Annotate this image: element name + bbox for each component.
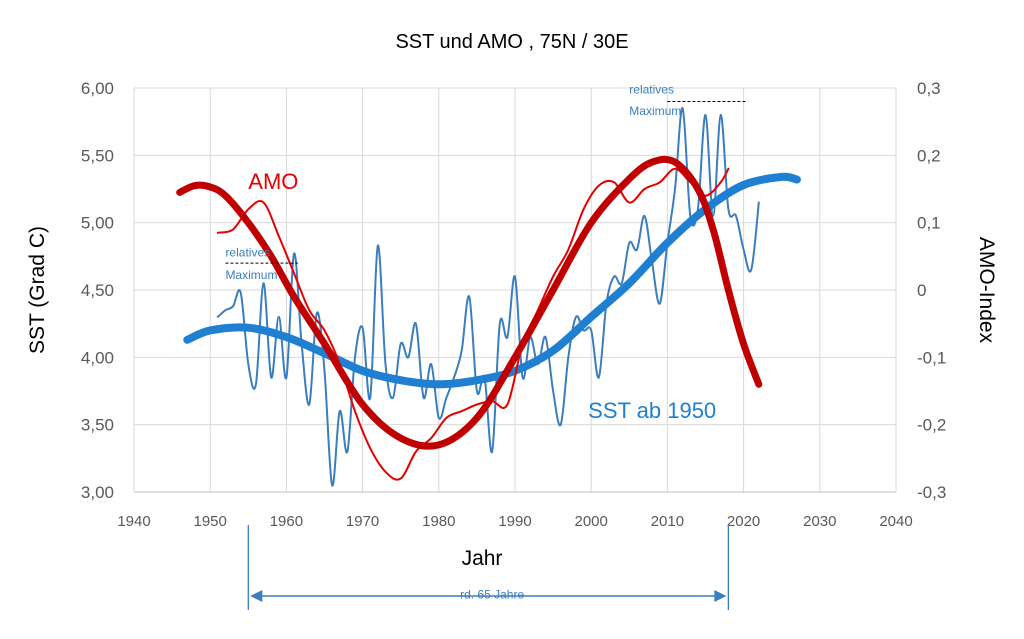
amo-trend-line: [176, 155, 763, 450]
x-tick-label: 1970: [346, 513, 379, 530]
y-tick-label: 5,50: [81, 146, 114, 165]
amo-series-line: [216, 167, 730, 481]
x-tick-label: 2000: [575, 513, 608, 530]
span-label: rd. 65 Jahre: [460, 587, 524, 601]
y2-tick-label: 0: [917, 281, 926, 300]
y2-tick-label: -0,1: [917, 348, 946, 367]
amo-series-label: AMO: [248, 169, 298, 194]
sst-series-label: SST ab 1950: [588, 398, 716, 423]
y2-tick-label: -0,2: [917, 416, 946, 435]
y-tick-label: 4,00: [81, 348, 114, 367]
span-arrow-left-head: [250, 590, 263, 602]
x-tick-label: 2040: [879, 513, 912, 530]
y-tick-label: 6,00: [81, 79, 114, 98]
x-tick-label: 1950: [194, 513, 227, 530]
x-tick-label: 2010: [651, 513, 684, 530]
annotation-text: Maximum: [629, 104, 681, 118]
annotation-text: relatives: [629, 82, 674, 96]
annotation-text: relatives: [225, 245, 270, 259]
x-tick-label: 1960: [270, 513, 303, 530]
y2-tick-label: 0,2: [917, 146, 941, 165]
x-tick-label: 1940: [117, 513, 150, 530]
annotation-text: Maximum: [225, 268, 277, 282]
x-tick-label: 1990: [498, 513, 531, 530]
y-tick-label: 5,00: [81, 214, 114, 233]
chart-title: SST und AMO , 75N / 30E: [395, 31, 628, 53]
x-axis-label: Jahr: [462, 547, 503, 570]
x-tick-label: 2030: [803, 513, 836, 530]
series-layer: [176, 107, 801, 487]
y-tick-label: 3,50: [81, 416, 114, 435]
y2-axis-label: AMO-Index: [975, 237, 998, 344]
axes-layer: 1940 1950 1960 1970 1980 1990 2000 2010 2020 2030…: [81, 79, 946, 530]
grid: [133, 87, 897, 493]
span-arrow-right-head: [714, 590, 727, 602]
y-tick-label: 3,00: [81, 483, 114, 502]
y2-tick-label: 0,1: [917, 214, 941, 233]
y2-tick-label: 0,3: [917, 79, 941, 98]
x-tick-label: 1980: [422, 513, 455, 530]
x-tick-label: 2020: [727, 513, 760, 530]
y-tick-label: 4,50: [81, 281, 114, 300]
y-axis-label: SST (Grad C): [26, 226, 49, 354]
y2-tick-label: -0,3: [917, 483, 946, 502]
annotation-layer: AMO SST ab 1950 relatives Maximum relatives M…: [225, 82, 748, 610]
